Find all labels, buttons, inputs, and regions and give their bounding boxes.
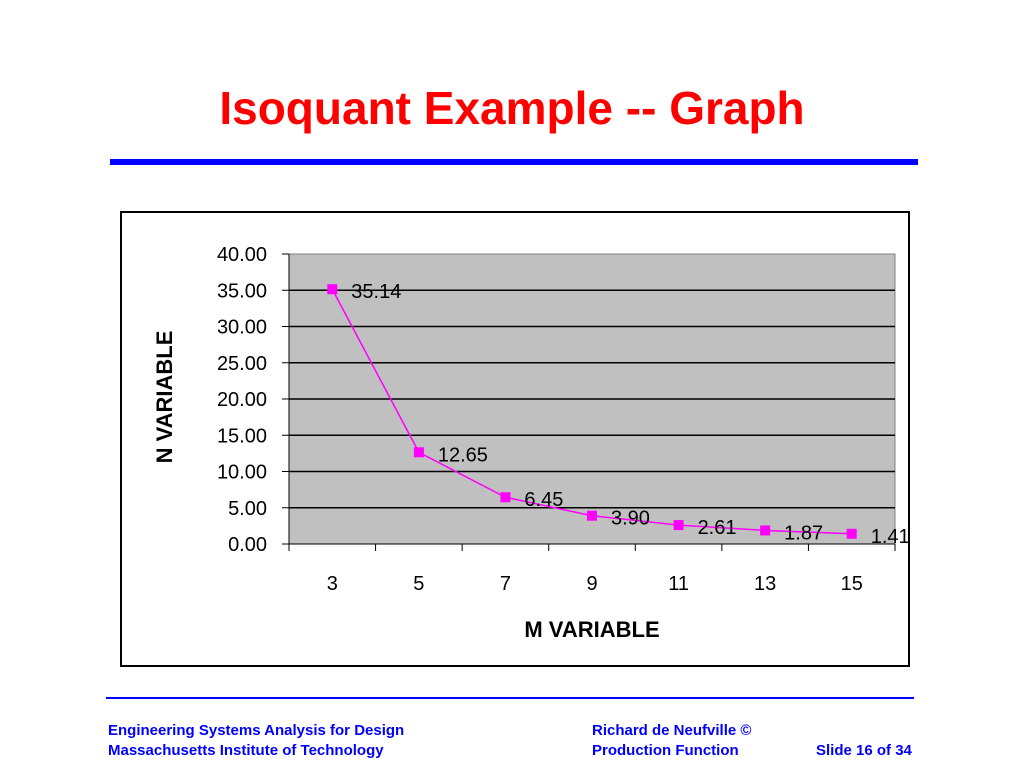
y-axis-title: N VARIABLE [152,331,177,464]
y-tick-label: 20.00 [217,389,267,411]
data-label: 12.65 [438,444,488,466]
x-tick-label: 9 [586,573,597,595]
data-label: 3.90 [611,508,650,530]
data-label: 6.45 [524,489,563,511]
data-point-marker [500,492,510,502]
y-tick-label: 25.00 [217,353,267,375]
data-point-marker [674,520,684,530]
data-point-marker [414,447,424,457]
x-tick-label: 13 [754,573,776,595]
y-tick-label: 10.00 [217,462,267,484]
y-tick-label: 15.00 [217,425,267,447]
y-tick-label: 35.00 [217,280,267,302]
data-label: 35.14 [351,281,401,303]
footer-slide-number: Slide 16 of 34 [816,741,912,761]
x-axis-title: M VARIABLE [524,617,659,642]
data-point-marker [327,284,337,294]
footer-course-title: Engineering Systems Analysis for Design [108,721,404,741]
x-tick-label: 7 [500,573,511,595]
data-point-marker [587,511,597,521]
y-tick-label: 40.00 [217,244,267,266]
x-tick-label: 3 [327,573,338,595]
data-point-marker [847,529,857,539]
y-tick-label: 30.00 [217,317,267,339]
footer-institution: Massachusetts Institute of Technology [108,741,384,761]
y-tick-label: 0.00 [228,534,267,556]
x-tick-label: 15 [841,573,863,595]
data-point-marker [760,525,770,535]
footer-author: Richard de Neufville © [592,721,751,741]
data-label: 2.61 [698,517,737,539]
y-tick-label: 5.00 [228,498,267,520]
data-label: 1.87 [784,522,823,544]
footer-divider [106,697,914,699]
x-tick-label: 11 [668,573,689,595]
data-label: 1.41 [871,526,910,548]
footer-topic: Production Function [592,741,739,761]
x-tick-label: 5 [413,573,424,595]
